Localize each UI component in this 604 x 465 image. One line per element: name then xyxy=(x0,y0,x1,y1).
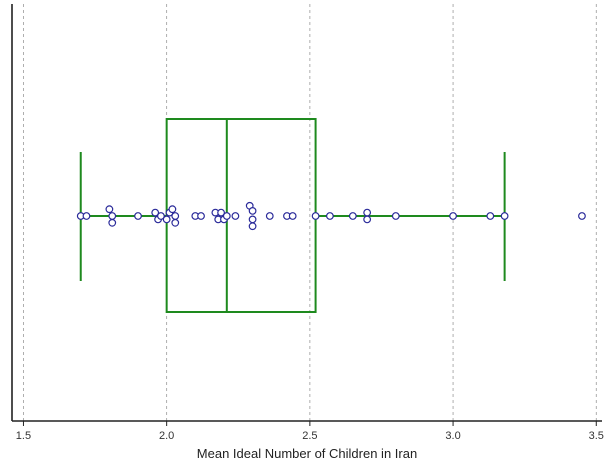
data-points xyxy=(76,201,586,231)
data-point-23 xyxy=(248,206,257,215)
data-point-33 xyxy=(363,215,372,224)
x-axis-title: Mean Ideal Number of Children in Iran xyxy=(197,446,417,461)
data-point-2 xyxy=(105,205,114,214)
data-point-13 xyxy=(171,218,180,227)
data-point-5 xyxy=(134,212,142,220)
data-point-26 xyxy=(265,212,274,220)
data-point-25 xyxy=(248,222,257,231)
tick-label-1.5: 1.5 xyxy=(16,430,31,442)
data-point-29 xyxy=(311,212,320,220)
tick-label-2.0: 2.0 xyxy=(159,430,174,442)
tick-label-3.5: 3.5 xyxy=(589,430,604,442)
tick-label-3.0: 3.0 xyxy=(445,430,460,442)
tick-label-2.5: 2.5 xyxy=(302,430,317,442)
data-point-12 xyxy=(171,212,180,220)
data-point-34 xyxy=(391,212,400,220)
data-point-18 xyxy=(217,208,225,217)
data-point-20 xyxy=(222,212,231,220)
data-point-15 xyxy=(197,212,205,220)
data-point-21 xyxy=(231,212,240,220)
data-point-37 xyxy=(500,212,509,220)
data-point-6 xyxy=(151,208,160,217)
data-point-28 xyxy=(288,212,297,220)
data-point-4 xyxy=(108,218,117,227)
data-point-1 xyxy=(82,212,91,220)
data-point-3 xyxy=(108,212,117,220)
x-axis-ticks: 1.5 2.0 2.5 3.0 3.5 xyxy=(16,421,604,442)
data-point-38 xyxy=(578,212,586,220)
data-point-35 xyxy=(449,212,457,220)
plot-area xyxy=(12,4,602,421)
data-point-8 xyxy=(157,212,165,220)
data-point-24 xyxy=(248,215,257,224)
data-point-36 xyxy=(486,212,495,220)
data-point-32 xyxy=(363,208,372,217)
data-point-9 xyxy=(162,215,171,224)
data-point-30 xyxy=(326,212,334,220)
data-point-31 xyxy=(348,212,357,220)
data-point-11 xyxy=(168,205,177,214)
